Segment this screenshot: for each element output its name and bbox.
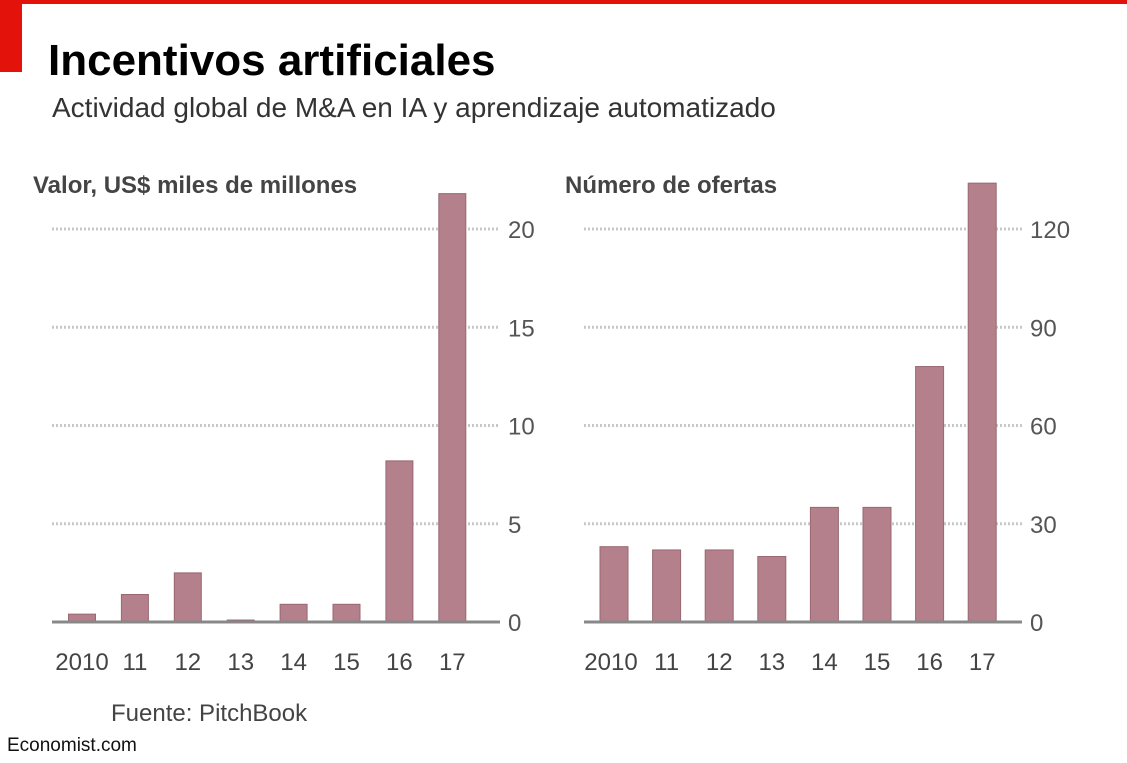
footer-credit: Economist.com [7, 735, 137, 756]
y-tick-label: 0 [508, 610, 521, 637]
bar [120, 593, 149, 623]
x-tick-label: 17 [969, 649, 996, 676]
x-tick-label: 2010 [55, 649, 108, 676]
x-tick-label: 15 [333, 649, 360, 676]
bar [704, 549, 734, 623]
y-tick-label: 5 [508, 512, 521, 539]
chart-panel-valor: 0 5 10 15 20 2010 11 12 13 14 15 16 17 [52, 193, 535, 676]
x-tick-label: 12 [706, 649, 733, 676]
x-tick-label: 14 [811, 649, 838, 676]
bar [862, 506, 892, 623]
y-tick-label: 90 [1030, 315, 1057, 342]
y-tick-label: 30 [1030, 512, 1057, 539]
chart-subtitle: Actividad global de M&A en IA y aprendiz… [52, 92, 776, 123]
x-tick-label: 2010 [584, 649, 637, 676]
x-tick-label: 16 [916, 649, 943, 676]
x-tick-label: 11 [654, 649, 679, 676]
chart-panel-ofertas: 0 30 60 90 120 2010 11 12 13 14 15 16 17 [584, 182, 1070, 676]
bar [809, 506, 839, 623]
source-note: Fuente: PitchBook [111, 700, 308, 727]
bar [915, 366, 945, 623]
y-tick-label: 0 [1030, 610, 1043, 637]
bar [385, 460, 414, 623]
bar [279, 603, 308, 623]
panel-title-ofertas: Número de ofertas [565, 172, 778, 199]
y-tick-label: 120 [1030, 217, 1070, 244]
bar [599, 546, 629, 623]
x-tick-label: 12 [174, 649, 201, 676]
x-tick-label: 13 [758, 649, 785, 676]
bar [438, 193, 467, 623]
y-tick-label: 60 [1030, 414, 1057, 441]
x-tick-label: 17 [439, 649, 466, 676]
y-tick-label: 20 [508, 217, 535, 244]
panel-title-valor: Valor, US$ miles de millones [33, 172, 358, 199]
x-tick-label: 11 [122, 649, 147, 676]
x-tick-label: 14 [280, 649, 307, 676]
chart-title: Incentivos artificiales [48, 36, 496, 85]
x-tick-label: 15 [864, 649, 891, 676]
bar [757, 556, 787, 623]
y-tick-label: 10 [508, 414, 535, 441]
brand-tab [0, 0, 22, 72]
bar [652, 549, 682, 623]
bar [967, 182, 997, 623]
x-tick-label: 13 [227, 649, 254, 676]
bar [173, 572, 202, 623]
bar [332, 603, 361, 623]
x-tick-label: 16 [386, 649, 413, 676]
top-rule [0, 0, 1127, 4]
y-tick-label: 15 [508, 315, 535, 342]
